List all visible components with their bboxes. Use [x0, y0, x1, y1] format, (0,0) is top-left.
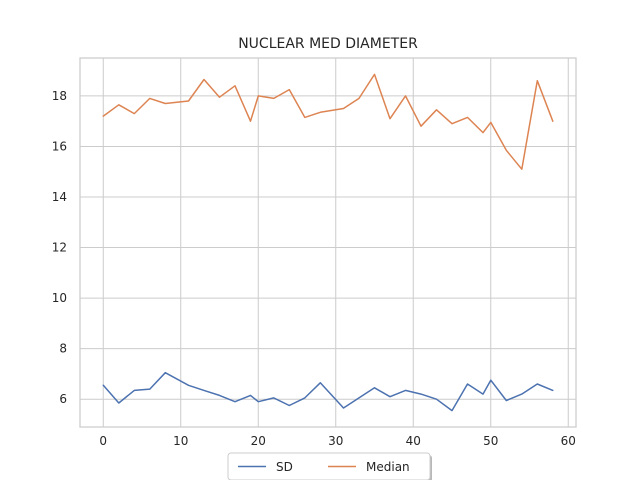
legend-label-sd: SD: [276, 460, 293, 474]
y-tick-label: 16: [52, 139, 67, 153]
y-tick-label: 12: [52, 241, 67, 255]
y-axis-tick-labels: 6 8 10 12 14 16 18: [52, 89, 67, 406]
legend-label-median: Median: [366, 460, 410, 474]
series-line-median: [102, 73, 554, 170]
legend: SD Median: [227, 452, 432, 480]
plot-frame: [79, 57, 577, 428]
chart-title: NUCLEAR MED DIAMETER: [238, 36, 418, 52]
x-axis-tick-labels: 0 10 20 30 40 50 60: [99, 434, 575, 448]
y-tick-label: 18: [52, 89, 67, 103]
grid-lines: [80, 58, 576, 427]
x-tick-label: 20: [251, 434, 266, 448]
x-tick-label: 30: [328, 434, 343, 448]
y-tick-label: 8: [59, 342, 67, 356]
y-tick-label: 14: [52, 190, 67, 204]
x-tick-label: 0: [99, 434, 107, 448]
y-tick-label: 10: [52, 291, 67, 305]
series-line-sd: [102, 371, 554, 412]
y-tick-label: 6: [59, 392, 67, 406]
x-tick-label: 60: [561, 434, 576, 448]
x-tick-label: 40: [406, 434, 421, 448]
x-tick-label: 50: [483, 434, 498, 448]
series-lines: [102, 73, 554, 412]
x-tick-label: 10: [173, 434, 188, 448]
